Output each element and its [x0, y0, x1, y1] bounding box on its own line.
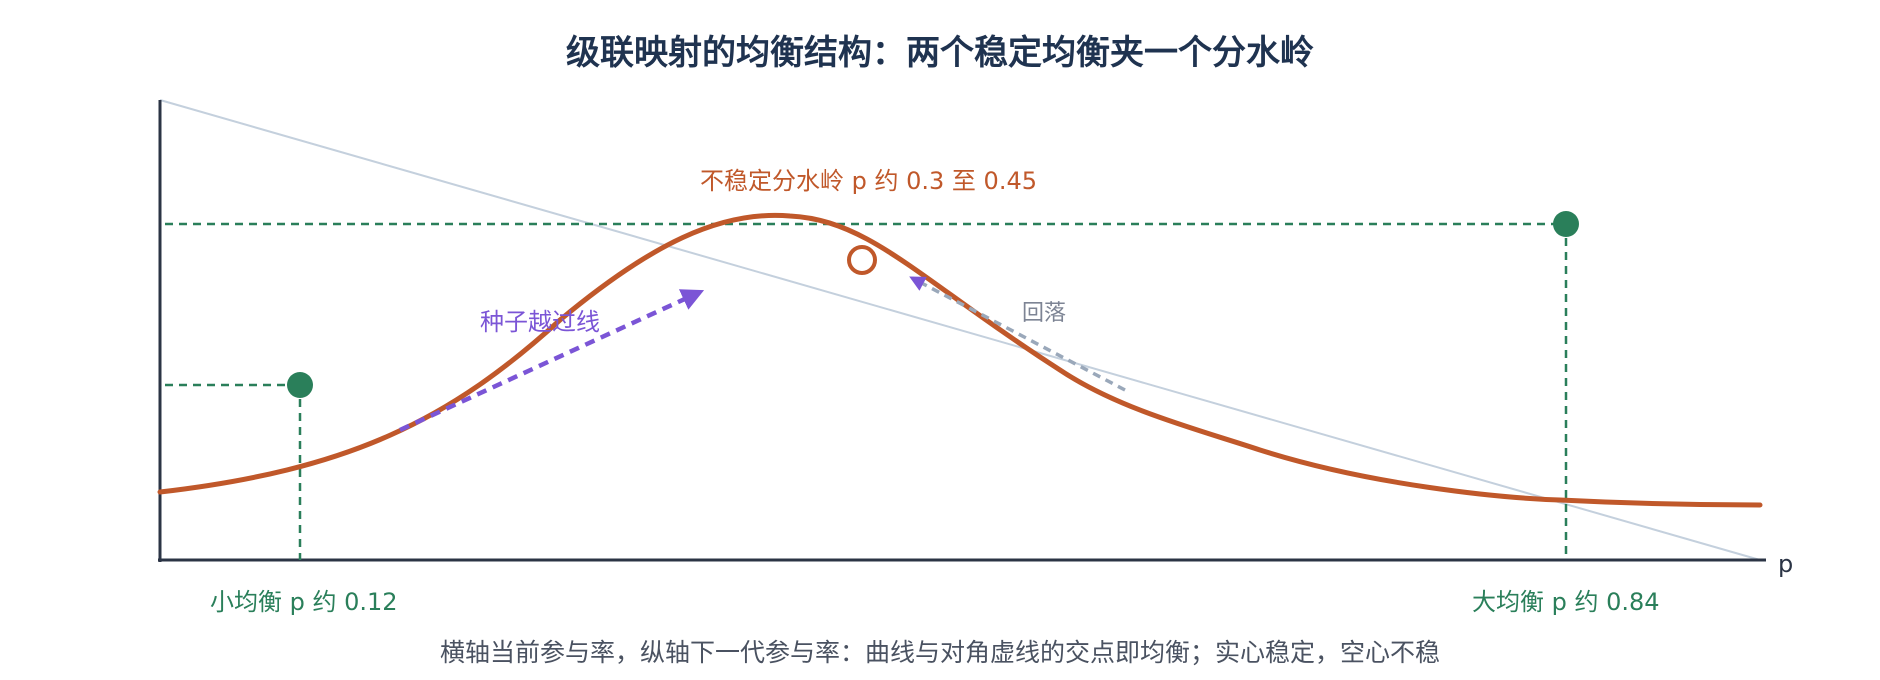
large-stable-equilibrium	[1553, 211, 1579, 237]
cascade-curve	[157, 212, 1763, 508]
fallback-arrow	[909, 276, 1126, 392]
small-eq-label: 小均衡 p 约 0.12	[210, 588, 398, 616]
fallback-label: 回落	[1022, 301, 1066, 326]
x-axis-label: p	[1778, 550, 1793, 578]
unstable-equilibrium	[847, 245, 877, 275]
small-stable-equilibrium	[287, 372, 313, 398]
seed-label: 种子越过线	[480, 308, 600, 336]
seed-arrow	[399, 289, 705, 433]
chart-title: 级联映射的均衡结构：两个稳定均衡夹一个分水岭	[566, 33, 1314, 73]
diagonal-line	[159, 99, 1761, 561]
unstable-label: 不稳定分水岭 p 约 0.3 至 0.45	[700, 167, 1037, 195]
caption: 横轴当前参与率，纵轴下一代参与率：曲线与对角虚线的交点即均衡；实心稳定，空心不稳	[440, 638, 1440, 667]
large-eq-label: 大均衡 p 约 0.84	[1472, 588, 1660, 616]
